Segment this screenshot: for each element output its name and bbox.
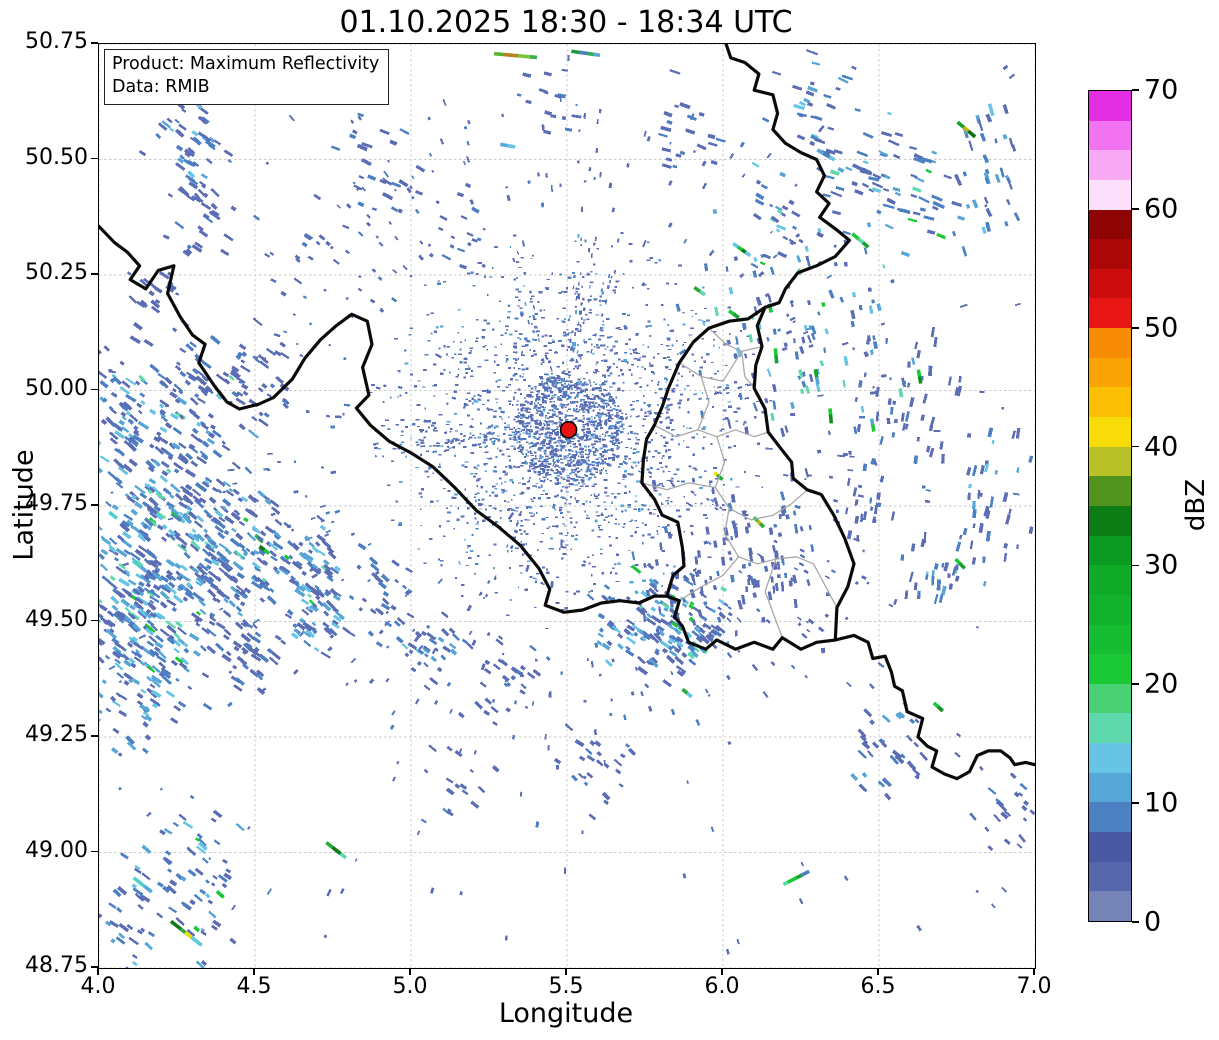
x-tick-label: 5.5 xyxy=(548,974,584,999)
colorbar-segment xyxy=(1089,209,1131,240)
data-source-label: Data: RMIB xyxy=(112,77,210,98)
x-tick-label: 7.0 xyxy=(1016,974,1052,999)
x-tick-label: 4.0 xyxy=(80,974,116,999)
colorbar-tick-label: 70 xyxy=(1144,74,1179,106)
x-tick-mark xyxy=(97,968,99,975)
border-france-belgium xyxy=(99,224,669,614)
y-tick-label: 50.75 xyxy=(25,29,88,54)
colorbar-tick-mark xyxy=(1132,89,1139,91)
colorbar-tick-label: 60 xyxy=(1144,193,1179,225)
y-tick-mark xyxy=(91,966,98,968)
border-luxembourg xyxy=(640,305,856,651)
colorbar-tick-label: 30 xyxy=(1144,549,1179,581)
border-france-germany xyxy=(833,633,1035,781)
colorbar-segment xyxy=(1089,743,1131,773)
radar-echoes xyxy=(99,49,1035,968)
x-tick-mark xyxy=(877,968,879,975)
country-borders xyxy=(99,44,1035,781)
y-tick-mark xyxy=(91,735,98,737)
colorbar-tick-label: 20 xyxy=(1144,668,1179,700)
x-tick-mark xyxy=(409,968,411,975)
colorbar-segment xyxy=(1089,268,1131,299)
colorbar-segment xyxy=(1089,328,1131,358)
colorbar-tick-label: 50 xyxy=(1144,312,1179,344)
x-tick-mark xyxy=(1033,968,1035,975)
colorbar-segment xyxy=(1089,832,1131,862)
radar-map-canvas xyxy=(99,44,1035,968)
x-tick-label: 4.5 xyxy=(236,974,272,999)
colorbar-segment xyxy=(1089,179,1131,210)
colorbar-tick-mark xyxy=(1132,208,1139,210)
colorbar-tick-mark xyxy=(1132,564,1139,567)
y-tick-label: 50.00 xyxy=(25,375,88,401)
colorbar-segment xyxy=(1089,861,1131,892)
x-axis-label: Longitude xyxy=(498,998,634,1029)
y-tick-label: 49.75 xyxy=(25,491,88,516)
colorbar-segment xyxy=(1089,565,1131,595)
y-tick-mark xyxy=(91,273,98,275)
colorbar-tick-label: 40 xyxy=(1144,431,1179,463)
colorbar-segment xyxy=(1089,476,1131,506)
colorbar-segment xyxy=(1089,683,1131,714)
colorbar-segment xyxy=(1089,120,1131,151)
x-tick-mark xyxy=(565,968,567,975)
figure-title: 01.10.2025 18:30 - 18:34 UTC xyxy=(339,5,793,40)
colorbar-segment xyxy=(1089,387,1131,418)
colorbar-segment xyxy=(1089,654,1131,684)
colorbar-segment xyxy=(1089,772,1131,803)
dbz-colorbar xyxy=(1088,90,1132,922)
y-tick-mark xyxy=(91,388,98,391)
colorbar-segment xyxy=(1089,802,1131,833)
border-belgium-germany xyxy=(724,44,852,309)
colorbar-segment xyxy=(1089,505,1131,536)
colorbar-segment xyxy=(1089,417,1131,447)
colorbar-segment xyxy=(1089,624,1131,655)
colorbar-unit-label: dBZ xyxy=(1181,478,1211,532)
admin-borders xyxy=(641,327,838,638)
colorbar-tick-mark xyxy=(1132,921,1139,923)
colorbar-tick-label: 10 xyxy=(1144,787,1179,819)
y-tick-label: 49.50 xyxy=(25,606,88,632)
map-plot-area: Product: Maximum Reflectivity Data: RMIB xyxy=(98,43,1036,969)
colorbar-segment xyxy=(1089,357,1131,388)
y-tick-label: 50.50 xyxy=(25,144,88,170)
grid-lines xyxy=(99,44,1035,968)
colorbar-segment xyxy=(1089,239,1131,269)
colorbar-segment xyxy=(1089,150,1131,180)
colorbar-segment xyxy=(1089,91,1131,121)
colorbar-segment xyxy=(1089,446,1131,477)
x-tick-mark xyxy=(253,968,255,975)
colorbar-tick-mark xyxy=(1132,802,1139,804)
y-tick-mark xyxy=(91,850,98,853)
x-tick-label: 5.0 xyxy=(392,974,428,999)
colorbar-segment xyxy=(1089,535,1131,566)
y-tick-label: 49.00 xyxy=(25,837,88,863)
y-tick-mark xyxy=(91,619,98,622)
x-tick-label: 6.5 xyxy=(860,974,896,999)
product-label: Product: Maximum Reflectivity xyxy=(112,54,380,74)
y-tick-mark xyxy=(91,504,98,506)
colorbar-tick-label: 0 xyxy=(1144,906,1162,938)
product-info-box: Product: Maximum Reflectivity Data: RMIB xyxy=(104,49,390,106)
colorbar-segment xyxy=(1089,298,1131,329)
colorbar-segment xyxy=(1089,891,1131,921)
colorbar-tick-mark xyxy=(1132,445,1139,448)
colorbar-tick-mark xyxy=(1132,326,1139,329)
y-tick-label: 48.75 xyxy=(25,953,88,978)
y-tick-label: 50.25 xyxy=(25,260,88,285)
x-tick-label: 6.0 xyxy=(704,974,740,999)
colorbar-tick-mark xyxy=(1132,683,1139,686)
radar-site-marker xyxy=(559,420,578,439)
colorbar-segment xyxy=(1089,713,1131,744)
y-tick-mark xyxy=(91,157,98,160)
y-tick-mark xyxy=(91,42,98,44)
y-tick-label: 49.25 xyxy=(25,722,88,747)
colorbar-segment xyxy=(1089,594,1131,625)
x-tick-mark xyxy=(721,968,723,975)
echo-streaks xyxy=(107,49,977,947)
